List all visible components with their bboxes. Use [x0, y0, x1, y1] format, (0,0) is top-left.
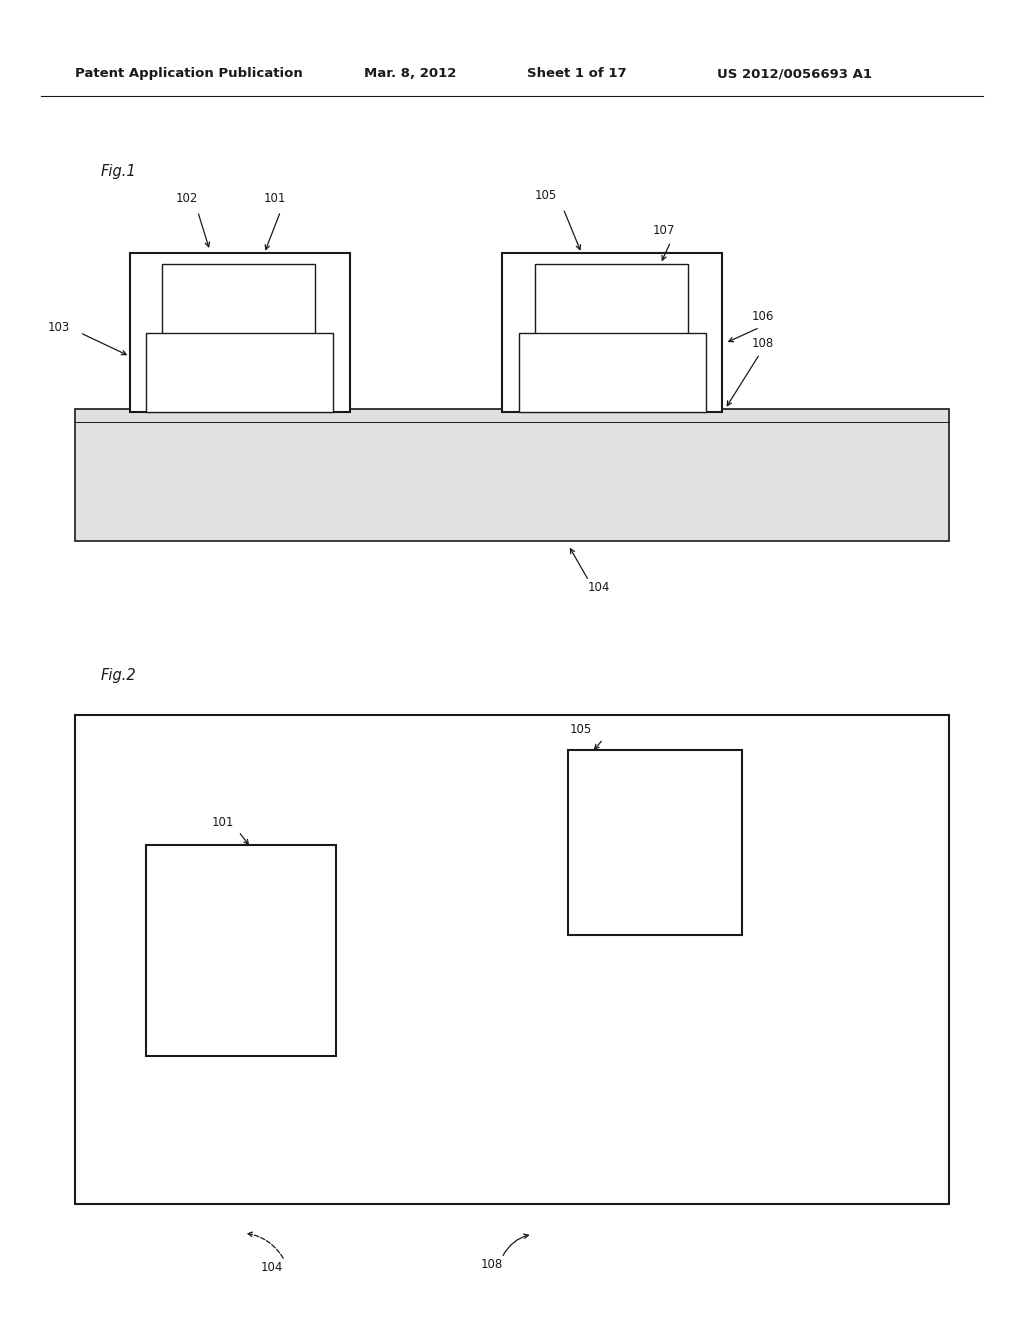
Text: Patent Application Publication: Patent Application Publication	[75, 67, 302, 81]
Text: 102: 102	[175, 191, 198, 205]
FancyBboxPatch shape	[146, 845, 336, 1056]
Text: 104: 104	[588, 581, 610, 594]
FancyBboxPatch shape	[535, 264, 688, 341]
Text: US 2012/0056693 A1: US 2012/0056693 A1	[717, 67, 871, 81]
FancyBboxPatch shape	[519, 333, 706, 412]
Text: Mar. 8, 2012: Mar. 8, 2012	[364, 67, 456, 81]
Text: 108: 108	[752, 337, 774, 350]
FancyBboxPatch shape	[75, 715, 949, 1204]
Text: 101: 101	[212, 816, 234, 829]
Text: 107: 107	[652, 224, 675, 238]
FancyBboxPatch shape	[502, 253, 722, 412]
Text: 105: 105	[569, 723, 592, 737]
Text: 104: 104	[260, 1261, 283, 1274]
Text: 101: 101	[263, 191, 286, 205]
FancyBboxPatch shape	[146, 333, 333, 412]
Text: 105: 105	[535, 189, 557, 202]
FancyBboxPatch shape	[75, 409, 949, 541]
Text: 103: 103	[47, 321, 70, 334]
Text: 106: 106	[752, 310, 774, 323]
FancyBboxPatch shape	[162, 264, 315, 341]
Text: Fig.1: Fig.1	[100, 164, 136, 180]
FancyBboxPatch shape	[130, 253, 350, 412]
Text: Sheet 1 of 17: Sheet 1 of 17	[527, 67, 627, 81]
FancyBboxPatch shape	[568, 750, 742, 935]
Text: 108: 108	[480, 1258, 503, 1271]
Text: Fig.2: Fig.2	[100, 668, 136, 684]
